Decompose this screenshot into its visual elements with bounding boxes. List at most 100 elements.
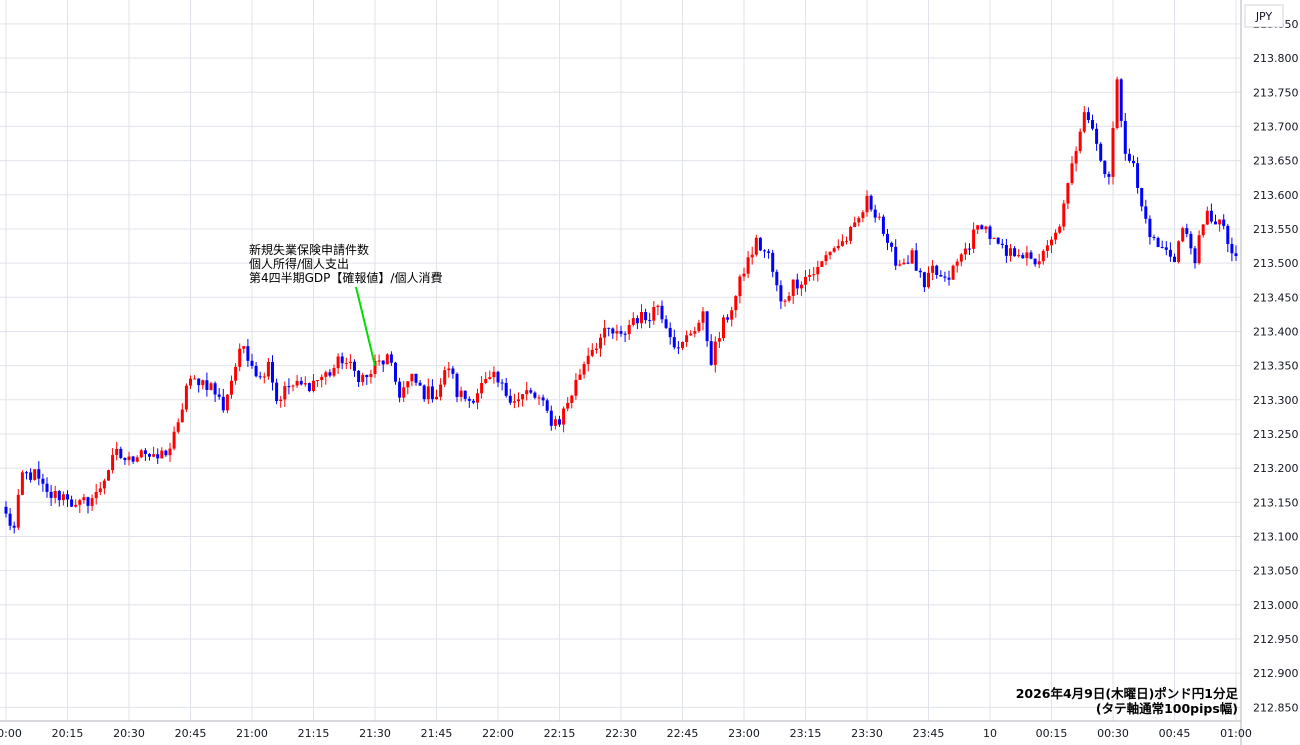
candle-body: [820, 261, 824, 267]
candle: [812, 266, 816, 281]
candle-body: [262, 376, 266, 378]
candle: [1222, 214, 1226, 230]
time-tick-label: 20:15: [52, 727, 84, 740]
candle: [266, 358, 270, 380]
candle: [102, 478, 106, 495]
candle-body: [947, 277, 951, 280]
candle: [996, 237, 1000, 245]
candle: [685, 330, 689, 347]
price-tick-label: 213.650: [1253, 155, 1299, 168]
candle-body: [328, 372, 332, 376]
candle-body: [197, 378, 201, 386]
candle-body: [619, 331, 623, 334]
candle: [176, 418, 180, 434]
candle: [656, 304, 660, 316]
candle: [447, 361, 451, 378]
candle: [734, 295, 738, 318]
candle: [521, 393, 525, 407]
candle-body: [467, 398, 471, 401]
candle: [881, 214, 885, 237]
candle-body: [402, 387, 406, 398]
candle-body: [1152, 237, 1156, 239]
candle: [90, 494, 94, 512]
candle-body: [861, 212, 865, 219]
candle: [890, 241, 894, 252]
candle-body: [98, 488, 102, 492]
candle: [746, 251, 750, 279]
price-tick-label: 212.900: [1253, 667, 1299, 680]
candle: [816, 260, 820, 282]
candle: [463, 390, 467, 402]
candle: [451, 365, 455, 379]
candle-body: [1144, 206, 1148, 219]
candle-body: [910, 250, 914, 264]
candle: [348, 354, 352, 370]
candle-body: [1201, 224, 1205, 236]
candle-body: [1050, 239, 1053, 246]
candle-body: [332, 368, 336, 376]
candle-body: [180, 409, 184, 423]
candle: [1078, 128, 1082, 154]
candle-body: [615, 331, 619, 334]
candle: [406, 381, 410, 395]
candle: [849, 225, 853, 245]
candle: [1086, 107, 1090, 124]
candle-body: [787, 295, 791, 301]
candle: [78, 498, 82, 513]
candle-body: [623, 333, 627, 335]
candle-body: [107, 470, 110, 481]
candle-body: [148, 454, 151, 457]
candle: [1070, 156, 1074, 186]
candle: [701, 307, 705, 331]
candle: [385, 353, 389, 365]
candle-body: [1025, 252, 1029, 259]
candle: [599, 333, 602, 357]
candle-body: [631, 318, 635, 325]
candle: [1029, 250, 1033, 260]
candle: [189, 375, 192, 390]
candle: [541, 394, 545, 407]
price-tick-label: 213.600: [1253, 189, 1299, 202]
candle: [271, 355, 274, 391]
candle-body: [66, 494, 69, 500]
candle-body: [791, 279, 795, 296]
candle-body: [25, 472, 28, 474]
candle: [1037, 253, 1041, 269]
candle-body: [205, 380, 209, 390]
candle: [201, 379, 205, 390]
candle: [1013, 246, 1017, 257]
candle-body: [1160, 246, 1164, 248]
candle: [332, 364, 336, 378]
candle: [709, 334, 713, 366]
candle: [783, 298, 787, 307]
candle: [644, 308, 648, 324]
candle: [754, 234, 758, 257]
time-tick-label: 00:45: [1159, 727, 1191, 740]
candle-body: [1230, 244, 1234, 254]
candle: [488, 370, 492, 380]
candle-body: [488, 377, 492, 379]
time-tick-label: 20:00: [0, 727, 22, 740]
candle: [1144, 199, 1148, 224]
candle-body: [45, 483, 49, 492]
candle: [410, 373, 414, 387]
candle-body: [1127, 153, 1131, 161]
candle: [808, 269, 812, 282]
candle: [886, 229, 889, 251]
candle: [836, 239, 840, 251]
candle-body: [574, 379, 578, 396]
candle: [82, 493, 86, 504]
candle-body: [496, 371, 500, 383]
price-tick-label: 213.450: [1253, 291, 1299, 304]
candle-body: [1156, 237, 1160, 247]
candle: [41, 473, 45, 492]
candle: [972, 222, 976, 254]
chart-caption: 2026年4月9日(木曜日)ポンド円1分足: [1016, 686, 1239, 701]
candle-body: [652, 307, 656, 321]
candle: [107, 469, 110, 481]
candle: [230, 375, 233, 399]
candle: [902, 258, 906, 265]
candle-body: [299, 380, 303, 385]
candle-body: [348, 361, 352, 364]
candle-body: [484, 378, 488, 383]
